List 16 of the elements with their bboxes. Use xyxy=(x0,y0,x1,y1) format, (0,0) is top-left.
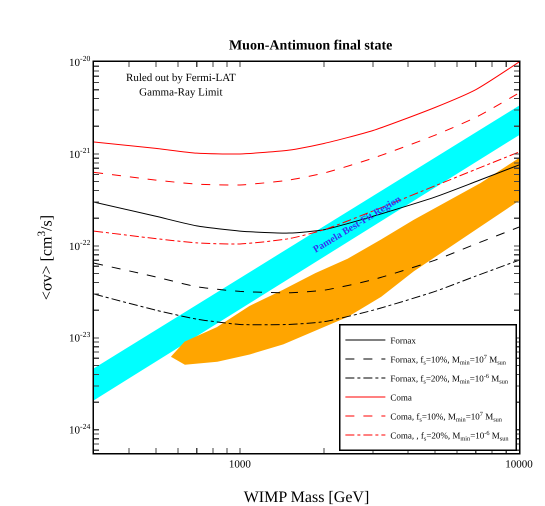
x-tick-label: 1000 xyxy=(228,458,252,471)
x-tick-label: 10000 xyxy=(505,458,534,471)
y-tick-label: 10$^{-20}$ xyxy=(69,54,90,69)
legend-label: Coma, , f$_{s}$=20%, M$_{min}$=10$^{-6}$ M$_{sun}$ xyxy=(390,430,510,442)
y-tick-label: 10$^{-22}$ xyxy=(69,238,90,253)
legend-label: Fornax, f$_{s}$=20%, M$_{min}$=10$^{-6}$ M$_{sun}$ xyxy=(390,372,509,386)
chart-title: Muon-Antimuon final state xyxy=(228,38,392,54)
legend-label: Fornax, f$_{s}$=10%, M$_{min}$=10$^{7}$ M$_{sun}$ xyxy=(390,354,507,366)
y-tick-label: 10$^{-23}$ xyxy=(69,330,90,345)
y-tick-label: 10$^{-21}$ xyxy=(69,146,90,161)
legend-label: Coma xyxy=(390,392,412,403)
annotation: Ruled out by Fermi-LAT Gamma-Ray Limit xyxy=(126,72,236,98)
y-tick-label: 10$^{-24}$ xyxy=(69,422,90,437)
legend-label: Fornax xyxy=(390,336,416,346)
x-axis-title: WIMP Mass [GeV] xyxy=(244,489,370,506)
legend-label: Coma, f$_{s}$=10%, M$_{min}$=10$^{7}$ M$_{sun}$ xyxy=(390,410,503,424)
